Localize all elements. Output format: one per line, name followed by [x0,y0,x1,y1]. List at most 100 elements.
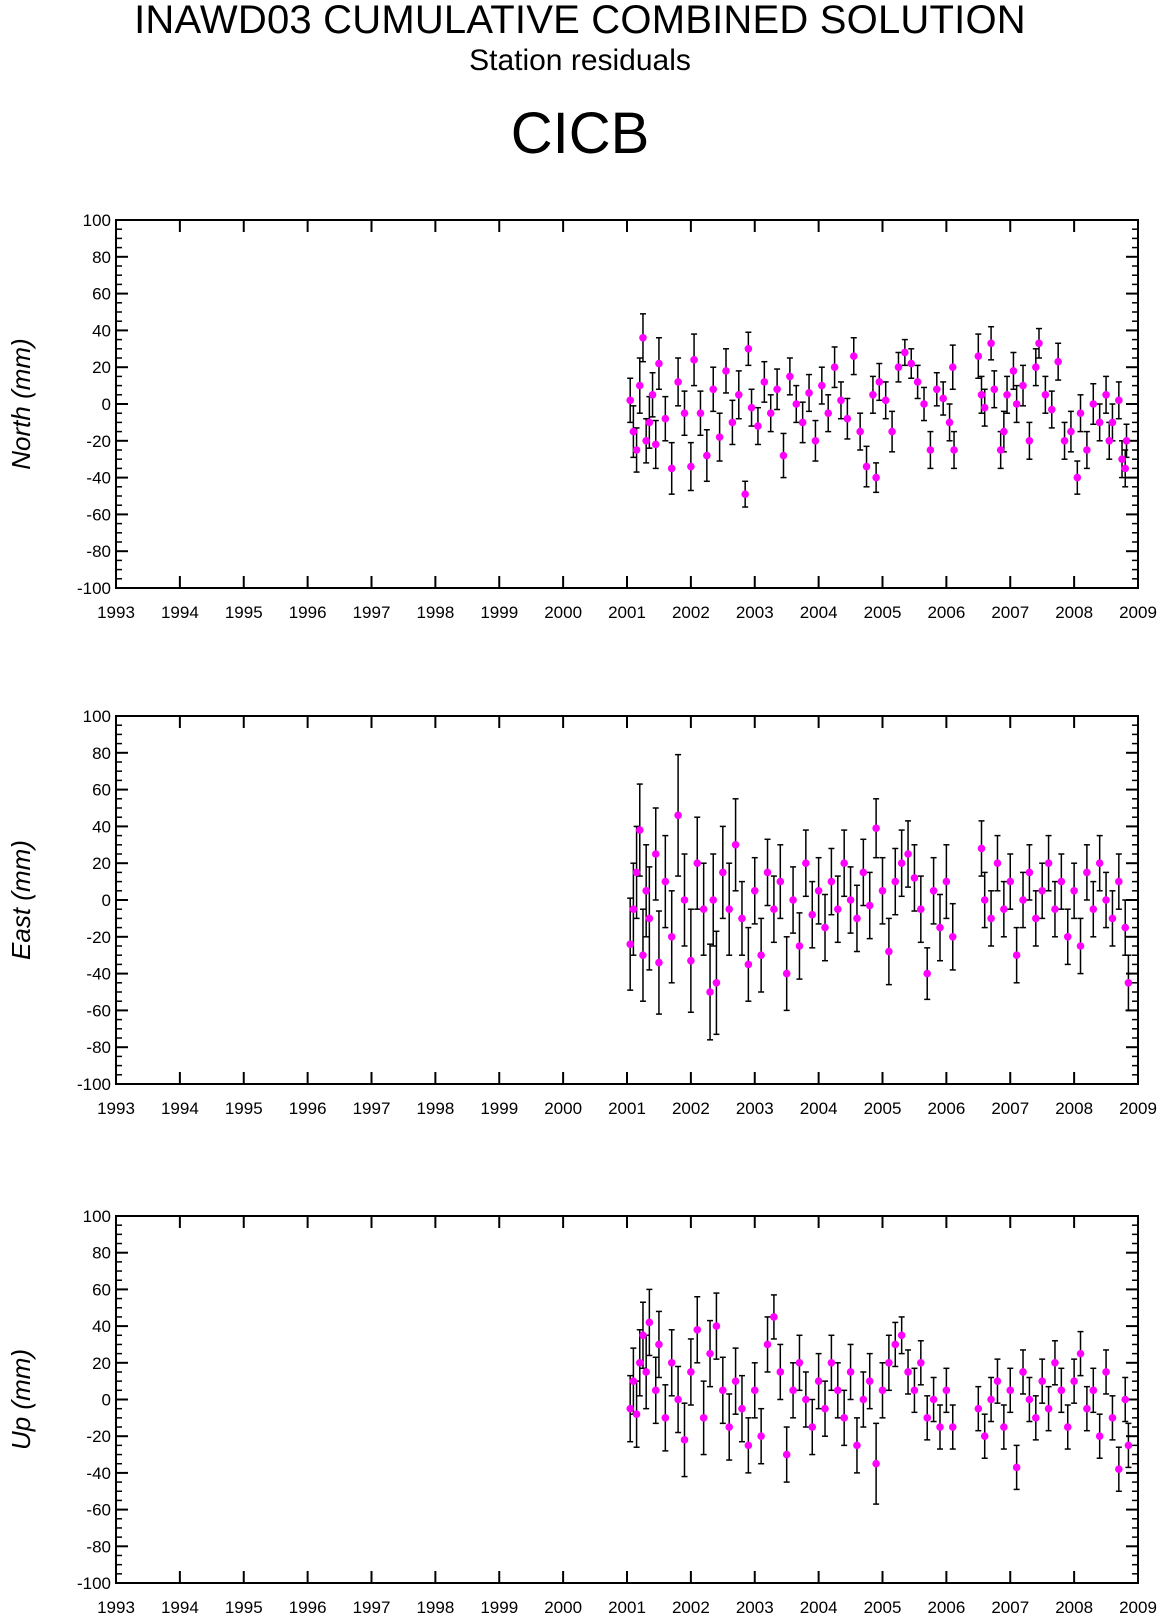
data-point [687,462,695,471]
y-tick-label: -80 [86,542,111,561]
data-point [687,1368,695,1376]
x-tick-label: 2005 [864,1099,902,1118]
x-tick-label: 2002 [672,603,710,622]
data-point [881,396,890,405]
data-point [731,1377,740,1385]
y-tick-label: -60 [86,1001,111,1020]
data-point [1025,1395,1034,1404]
data-point [1124,979,1133,987]
y-tick-label: -80 [86,1537,111,1556]
data-point [795,1359,804,1367]
x-tick-label: 2005 [864,1598,902,1617]
data-point [1070,1377,1078,1385]
data-point [789,896,797,904]
data-point [888,427,896,436]
data-point [1063,1423,1072,1431]
data-point [843,414,852,423]
data-point [936,923,944,932]
data-point [639,333,647,342]
data-point [980,896,989,904]
x-tick-label: 1999 [480,1598,518,1617]
data-point [1032,1414,1040,1422]
data-point [1051,1359,1059,1367]
data-point [1009,367,1018,375]
y-tick-label: 40 [92,321,111,340]
data-point [859,1395,868,1404]
data-point [1057,1386,1066,1395]
up-panel: 100 80 60 40 20 0 -20 -40 -60 -80 -100 1993 1994 1995… [6,1207,1157,1617]
data-point [869,391,877,399]
x-tick-label: 2002 [672,1598,710,1617]
data-point [846,1368,855,1376]
y-tick-label: -40 [86,1464,111,1483]
data-point [1118,455,1126,464]
data-point [901,348,909,357]
data-point [770,1313,778,1321]
data-point [626,1404,634,1413]
x-tick-label: 1999 [480,1099,518,1118]
data-point [1032,363,1040,372]
data-point [891,877,900,886]
y-tick-label: 80 [92,248,111,267]
data-point [891,1340,900,1349]
data-point [667,933,676,941]
data-point [1060,437,1069,445]
data-point [862,462,871,471]
data-point [885,1359,893,1367]
data-point [827,1359,836,1367]
data-point [699,905,708,913]
data-point [725,1423,733,1431]
data-point [632,868,641,877]
data-point [833,1386,842,1395]
data-point [1051,905,1059,913]
data-point [849,352,858,360]
y-tick-label: 0 [102,1391,111,1410]
data-point [821,1404,829,1413]
north-panel: 100 80 60 40 20 0 -20 -40 -60 -80 -100 1993 1994 1995… [6,211,1157,622]
data-point [763,1340,772,1349]
data-point [645,914,654,923]
x-tick-label: 2000 [544,1099,582,1118]
data-point [1012,1463,1021,1472]
y-tick-label: -60 [86,505,111,524]
data-point [667,1359,676,1367]
x-tick-label: 1993 [97,1099,135,1118]
data-point [744,1441,753,1450]
x-tick-label: 1998 [416,1099,454,1118]
x-tick-label: 2009 [1119,603,1157,622]
data-point [738,914,746,923]
data-point [894,363,903,372]
data-point [950,446,958,454]
data-point [990,385,999,394]
data-point [917,1359,925,1367]
data-point [1115,1465,1123,1474]
data-point [837,396,845,405]
data-point [629,1377,638,1385]
x-tick-label: 2003 [736,1099,774,1118]
x-tick-label: 2004 [800,1598,838,1617]
data-point [1035,339,1043,348]
data-point [923,969,932,978]
data-point [635,1359,644,1367]
data-point [853,914,861,923]
y-tick-label: -80 [86,1038,111,1057]
data-point [648,391,657,399]
data-point [731,841,740,849]
data-point [719,868,727,877]
data-point [706,988,714,996]
x-tick-label: 1995 [225,1099,263,1118]
data-point [1044,1404,1053,1413]
chart-title: INAWD03 CUMULATIVE COMBINED SOLUTION [134,0,1026,42]
y-tick-label: 80 [92,1244,111,1263]
data-point [802,1395,810,1404]
data-point [1019,381,1027,390]
data-point [917,905,925,913]
x-tick-label: 1997 [353,1099,391,1118]
data-point [830,363,839,372]
y-tick-label: 40 [92,817,111,836]
y-tick-label: 40 [92,1317,111,1336]
y-tick-label: 100 [83,211,111,230]
x-tick-label: 2003 [736,1598,774,1617]
data-point [719,1386,727,1395]
data-point [987,339,995,348]
